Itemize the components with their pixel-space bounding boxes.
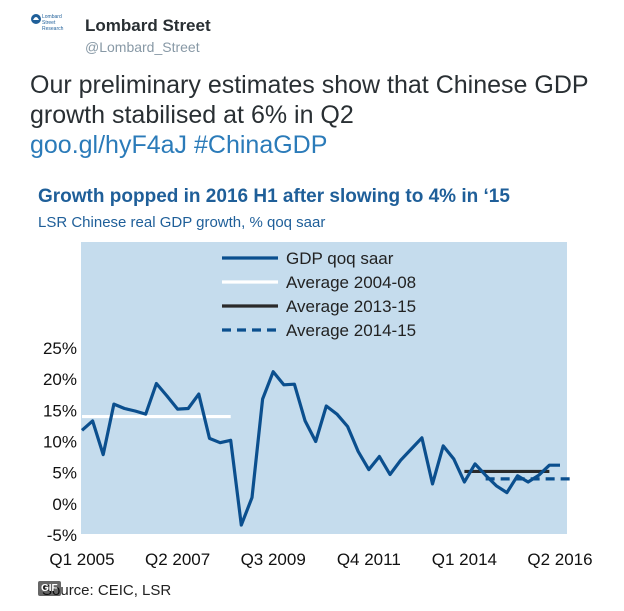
- x-tick-label: Q4 2011: [337, 550, 401, 569]
- y-tick-label: 15%: [43, 401, 77, 420]
- tweet-text: Our preliminary estimates show that Chin…: [30, 70, 610, 160]
- legend-label: GDP qoq saar: [286, 249, 394, 268]
- chart-title: Growth popped in 2016 H1 after slowing t…: [38, 186, 510, 207]
- y-tick-label: 25%: [43, 339, 77, 358]
- lombard-logo-icon: Lombard Street Research: [31, 14, 64, 32]
- x-tick-label: Q3 2009: [241, 550, 306, 569]
- x-tick-label: Q1 2005: [49, 550, 114, 569]
- avatar[interactable]: Lombard Street Research: [30, 10, 70, 50]
- author-handle[interactable]: @Lombard_Street: [85, 39, 200, 55]
- chart-subtitle: LSR Chinese real GDP growth, % qoq saar: [38, 214, 326, 231]
- x-tick-label: Q2 2016: [527, 550, 592, 569]
- legend-label: Average 2013-15: [286, 297, 416, 316]
- tweet-media[interactable]: -5% 0% 5% 10% 15% 20% 25% Q1 2005 Q2 2007 Q3 2009…: [30, 180, 595, 610]
- x-tick-label: Q1 2014: [432, 550, 497, 569]
- tweet-body: Our preliminary estimates show that Chin…: [30, 71, 589, 129]
- author-name[interactable]: Lombard Street: [85, 16, 211, 35]
- tweet-header: Lombard Street Research Lombard Street @…: [30, 6, 610, 55]
- avatar-line-1: Lombard: [42, 14, 62, 20]
- tweet-link[interactable]: goo.gl/hyF4aJ: [30, 131, 188, 159]
- gdp-chart: -5% 0% 5% 10% 15% 20% 25% Q1 2005 Q2 2007 Q3 2009…: [43, 242, 593, 569]
- tweet-hashtag[interactable]: #ChinaGDP: [194, 131, 328, 159]
- chart-source: Source: CEIC, LSR: [42, 582, 172, 599]
- y-tick-label: 20%: [43, 370, 77, 389]
- gif-badge[interactable]: GIF: [38, 581, 61, 596]
- y-tick-label: 10%: [43, 433, 77, 452]
- avatar-line-3: Research: [42, 26, 64, 32]
- x-tick-label: Q2 2007: [145, 550, 210, 569]
- avatar-line-2: Street: [42, 20, 56, 26]
- legend-label: Average 2004-08: [286, 273, 416, 292]
- series-line-gdp: [80, 370, 560, 527]
- y-tick-label: -5%: [47, 526, 77, 545]
- y-tick-label: 5%: [52, 464, 77, 483]
- y-tick-label: 0%: [52, 495, 77, 514]
- legend-label: Average 2014-15: [286, 321, 416, 340]
- tweet-links: goo.gl/hyF4aJ #ChinaGDP: [30, 130, 610, 160]
